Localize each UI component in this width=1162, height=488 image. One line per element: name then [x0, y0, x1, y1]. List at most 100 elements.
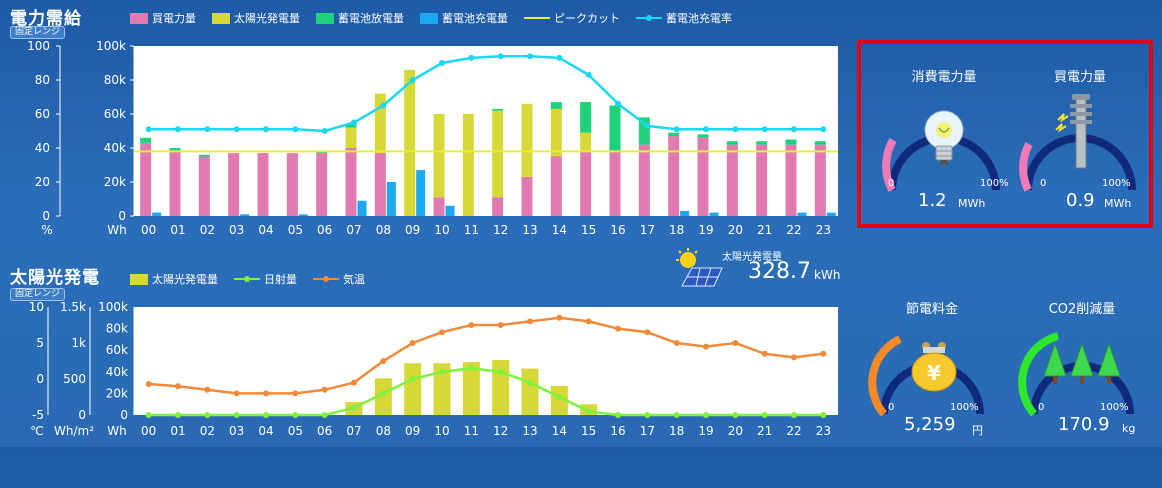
bar-蓄電池充電量 — [416, 170, 426, 216]
soc-point — [497, 53, 504, 60]
purchase-gauge[interactable]: 買電力量 0 100% 0.9 MWh — [1010, 66, 1150, 256]
legend-item[interactable]: 蓄電池充電量 — [420, 10, 508, 26]
irr-axis-unit: Wh/m² — [54, 424, 94, 438]
irradiance-point — [351, 404, 357, 411]
soc-point — [263, 126, 269, 133]
irr-axis-tick: 1k — [71, 336, 86, 350]
gen-axis-tick: 40k — [106, 365, 128, 379]
gen-axis-tick: 80k — [106, 322, 128, 336]
irr-axis-tick: 0 — [78, 408, 86, 422]
x-tick-label: 13 — [522, 424, 537, 438]
bar-蓄電池放電量 — [726, 141, 738, 145]
gauge-max: 100% — [1102, 178, 1131, 189]
irradiance-point — [644, 412, 651, 418]
legend-item[interactable]: 気温 — [313, 271, 365, 287]
irradiance-line — [148, 366, 824, 417]
x-tick-label: 01 — [170, 223, 185, 237]
solar-total-label: 太陽光発電量 — [722, 252, 782, 263]
bar-蓄電池放電量 — [580, 102, 592, 133]
fixed-range-toggle-bottom[interactable]: 固定レンジ — [10, 288, 66, 301]
bar-蓄電池充電量 — [152, 212, 162, 216]
bar-買電力量 — [638, 144, 650, 216]
co2-gauge[interactable]: CO2削減量 0 100% 170.9 kg — [1012, 298, 1152, 488]
irradiance-point — [439, 368, 445, 375]
soc-point — [468, 54, 475, 61]
bar-買電力量 — [345, 148, 357, 216]
x-tick-label: 07 — [346, 424, 361, 438]
savings-gauge[interactable]: 節電料金 ¥ 0 100% 5,259 円 — [862, 298, 1002, 488]
legend-swatch — [212, 12, 230, 24]
bar-太陽光発電量 — [345, 127, 357, 148]
x-tick-label: 00 — [141, 424, 156, 438]
bar-買電力量 — [169, 151, 181, 216]
temperature-point — [556, 314, 563, 321]
temperature-point — [321, 386, 328, 393]
bar-蓄電池放電量 — [785, 139, 797, 145]
legend-item[interactable]: 太陽光発電量 — [130, 271, 218, 287]
fixed-range-toggle-top[interactable]: 固定レンジ — [10, 26, 66, 39]
x-tick-label: 19 — [698, 223, 713, 237]
soc-point — [439, 60, 445, 66]
trees-icon — [1043, 342, 1121, 384]
soc-point — [703, 126, 709, 133]
bar-蓄電池放電量 — [550, 102, 562, 109]
soc-point — [321, 128, 328, 134]
utility-pole-icon — [1055, 94, 1092, 169]
x-tick-label: 06 — [317, 424, 332, 438]
legend-item[interactable]: 蓄電池充電率 — [636, 10, 732, 26]
soc-point — [732, 126, 739, 133]
plot-area — [134, 307, 838, 415]
temperature-point — [175, 383, 181, 390]
legend-item[interactable]: 太陽光発電量 — [212, 10, 300, 26]
irradiance-point — [732, 412, 739, 418]
irradiance-point — [380, 390, 387, 397]
bar-solar-generation — [521, 368, 539, 415]
bar-蓄電池充電量 — [357, 200, 367, 216]
soc-point — [791, 126, 797, 133]
x-tick-label: 11 — [464, 424, 479, 438]
gauge-max: 100% — [980, 178, 1009, 189]
irradiance-point — [497, 368, 504, 375]
temperature-point — [145, 381, 152, 388]
x-tick-label: 14 — [552, 424, 567, 438]
x-tick-label: 09 — [405, 424, 420, 438]
bar-蓄電池放電量 — [492, 108, 504, 111]
bar-太陽光発電量 — [492, 110, 504, 198]
bar-太陽光発電量 — [550, 108, 562, 157]
gauge-unit: MWh — [1104, 197, 1132, 210]
soc-point — [351, 119, 357, 126]
legend-item[interactable]: 日射量 — [234, 271, 297, 287]
irradiance-point — [292, 412, 299, 418]
light-bulb-icon — [924, 110, 964, 165]
legend-swatch — [420, 12, 438, 24]
soc-point — [145, 126, 152, 133]
left-axis-tick: 40 — [35, 141, 50, 155]
temp-axis-unit: ℃ — [30, 424, 43, 438]
temperature-point — [380, 358, 387, 364]
gauge-min: 0 — [1040, 178, 1047, 189]
left-axis-tick: 20 — [35, 175, 50, 189]
legend-swatch — [130, 12, 148, 24]
bar-蓄電池充電量 — [826, 212, 836, 216]
x-tick-label: 16 — [610, 424, 625, 438]
gauge-value: 5,259 — [904, 414, 956, 435]
legend-label: 蓄電池充電量 — [442, 12, 508, 25]
x-tick-label: 21 — [757, 223, 772, 237]
x-tick-label: 02 — [200, 223, 215, 237]
x-tick-label: 04 — [258, 223, 273, 237]
legend-item[interactable]: ピークカット — [524, 10, 620, 26]
x-tick-label: 23 — [816, 424, 831, 438]
gen-axis-tick: 60k — [106, 343, 128, 357]
consumption-gauge[interactable]: 消費電力量 0 100% 1.2 MWh — [874, 66, 1014, 256]
x-tick-label: 05 — [288, 223, 303, 237]
bar-買電力量 — [492, 197, 504, 216]
legend-item[interactable]: 蓄電池放電量 — [316, 10, 404, 26]
bar-買電力量 — [580, 151, 592, 216]
gauge-value: 170.9 — [1058, 414, 1110, 435]
legend-item[interactable]: 買電力量 — [130, 10, 196, 26]
x-tick-label: 18 — [669, 424, 684, 438]
x-tick-label: 03 — [229, 223, 244, 237]
gauge-max: 100% — [950, 402, 979, 413]
gen-axis-tick: 20k — [106, 386, 128, 400]
left-axis-tick: 0 — [42, 209, 50, 223]
